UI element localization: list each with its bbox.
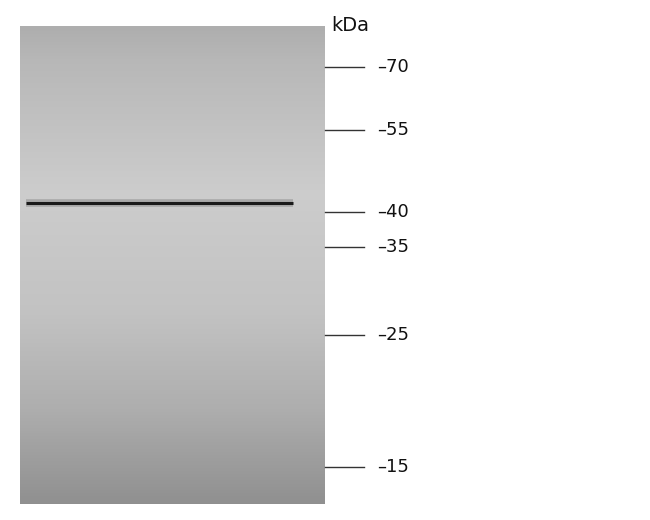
- Text: –55: –55: [377, 121, 409, 139]
- Text: –15: –15: [377, 458, 409, 476]
- Text: kDa: kDa: [332, 16, 369, 35]
- Text: –35: –35: [377, 238, 409, 256]
- Text: –25: –25: [377, 326, 409, 344]
- Text: –70: –70: [377, 58, 409, 76]
- Text: –40: –40: [377, 203, 409, 222]
